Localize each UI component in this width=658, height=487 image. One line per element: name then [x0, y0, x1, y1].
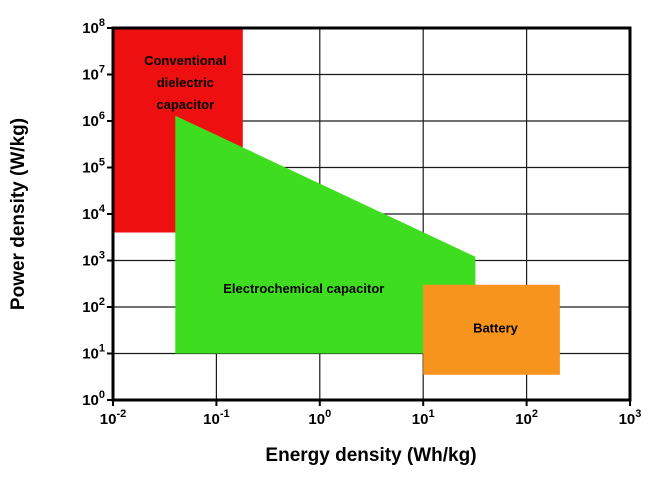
x-tick-label: 10-2 [100, 408, 126, 428]
label-battery: Battery [473, 321, 519, 336]
y-tick-label: 103 [82, 250, 105, 270]
x-tick-label: 101 [412, 408, 435, 428]
y-tick-label: 107 [82, 64, 105, 84]
x-tick-label: 10-1 [203, 408, 229, 428]
y-axis-title: Power density (W/kg) [8, 118, 29, 310]
label-conventional-dielectric-capacitor: capacitor [156, 97, 214, 112]
chart-generated-layer: 10-2 10-1 100 101 102 103 100 101 102 103 104 105 10… [82, 17, 641, 428]
x-tick-label: 103 [619, 408, 642, 428]
label-conventional-dielectric-capacitor: Conventional [144, 53, 226, 68]
x-tick-label: 102 [515, 408, 538, 428]
y-tick-label: 108 [82, 17, 105, 37]
y-tick-label: 106 [82, 110, 105, 130]
y-tick-label: 101 [82, 343, 105, 363]
label-electrochemical-capacitor: Electrochemical capacitor [223, 281, 384, 296]
y-tick-label: 100 [82, 389, 105, 409]
region-battery [423, 284, 560, 375]
label-conventional-dielectric-capacitor: dielectric [157, 75, 214, 90]
x-tick-label: 100 [308, 408, 331, 428]
y-tick-label: 105 [82, 157, 105, 177]
y-tick-label: 104 [82, 203, 106, 223]
region-electrochemical-capacitor [175, 115, 476, 354]
y-tick-label: 102 [82, 296, 105, 316]
x-axis-title: Energy density (Wh/kg) [265, 445, 476, 466]
